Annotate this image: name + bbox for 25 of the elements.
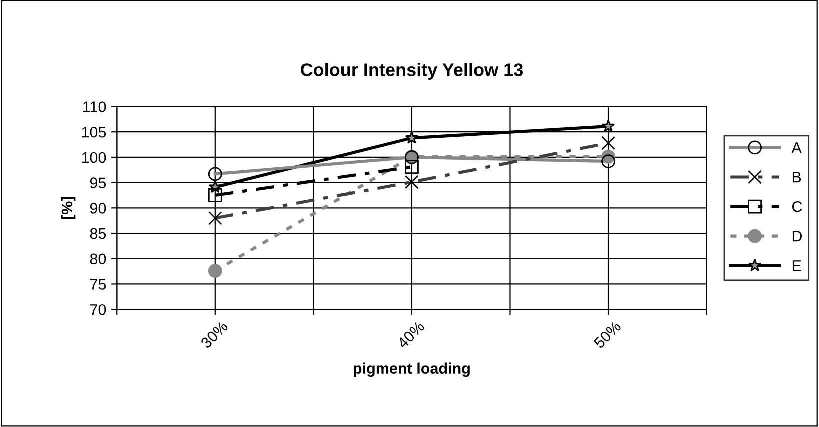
y-tick-label: 95	[90, 178, 106, 188]
y-axis-title: [%]	[61, 197, 76, 220]
legend-label: C	[792, 201, 802, 212]
y-tick-label: 90	[90, 203, 106, 214]
y-tick-label: 105	[82, 126, 106, 138]
y-tick-label: 100	[82, 152, 106, 164]
chart-title: Colour Intensity Yellow 13	[300, 63, 524, 80]
legend-label: B	[792, 172, 802, 183]
legend-label: E	[792, 260, 802, 272]
y-tick-label: 70	[90, 304, 106, 316]
y-tick-label: 85	[90, 228, 106, 240]
point	[405, 160, 419, 174]
legend-label: D	[792, 231, 802, 242]
x-axis-title: pigment loading	[354, 362, 470, 378]
point	[208, 188, 222, 202]
point	[208, 264, 222, 278]
x-tick-label: 40%	[396, 320, 426, 350]
y-tick-label: 75	[90, 279, 106, 290]
x-tick-label: 30%	[200, 320, 229, 350]
x-tick-label: 50%	[593, 320, 622, 350]
y-tick-label: 110	[84, 102, 106, 112]
legend-label: A	[792, 142, 802, 154]
y-tick-label: 80	[90, 254, 106, 265]
point	[602, 120, 616, 132]
point	[405, 131, 419, 144]
